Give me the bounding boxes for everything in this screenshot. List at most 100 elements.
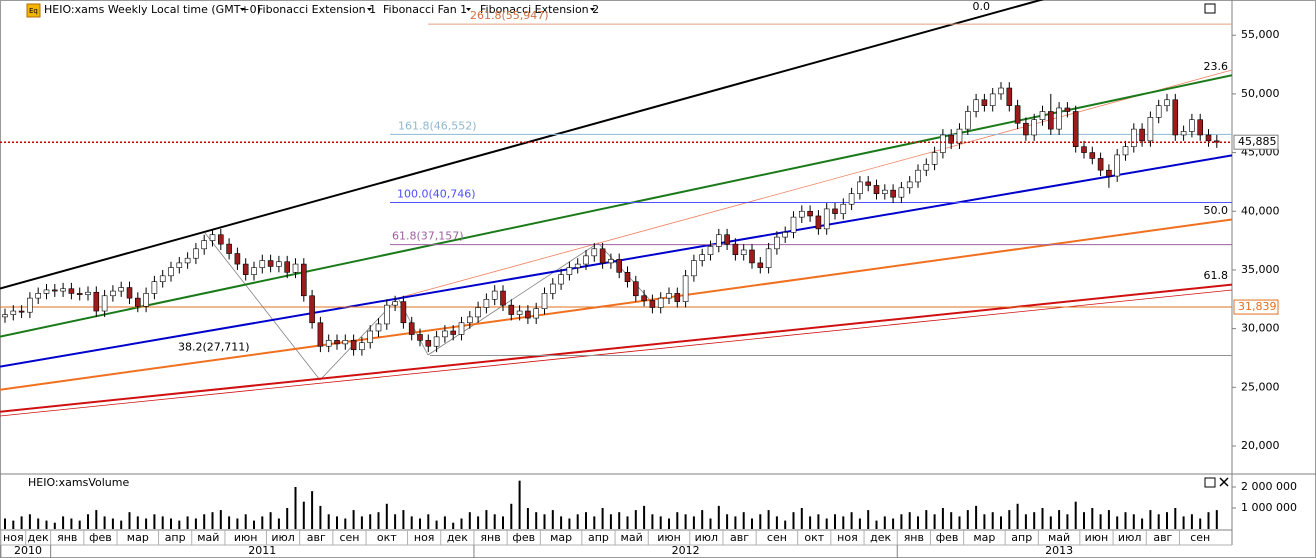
y-tick-label: 30,000 [1241, 322, 1280, 335]
candle-body [425, 340, 432, 347]
candle-body [350, 340, 357, 351]
volume-bar [518, 480, 521, 529]
volume-bar [95, 510, 98, 529]
candle-body [184, 257, 191, 264]
volume-bar [1058, 510, 1061, 529]
month-label: ноя [414, 531, 435, 544]
volume-bar [419, 518, 421, 529]
volume-bar [1091, 507, 1094, 529]
candle-body [948, 134, 955, 144]
month-label: авг [307, 531, 326, 544]
volume-bar [194, 518, 197, 529]
volume-bar [709, 518, 712, 529]
volume-bar [1157, 514, 1160, 529]
candle-body [1106, 169, 1112, 177]
fan-label: 61.8 [1204, 269, 1229, 282]
candle-body [616, 259, 623, 273]
volume-bar [991, 512, 994, 529]
volume-bar [568, 518, 571, 529]
candle-body [193, 248, 199, 259]
volume-bar [609, 514, 612, 529]
y-tick-label: 20,000 [1241, 439, 1280, 452]
candle-body [940, 134, 946, 153]
volume-bar [734, 516, 737, 529]
volume-bar [186, 516, 189, 529]
volume-bar [103, 516, 106, 529]
candle-body [143, 293, 149, 307]
volume-bar [1083, 512, 1085, 529]
candle-body [881, 189, 888, 194]
volume-bar [867, 510, 870, 529]
volume-bar [651, 514, 654, 529]
volume-bar [908, 512, 911, 529]
candle-body [392, 301, 398, 306]
candle-body [433, 336, 440, 347]
candle-body [450, 330, 457, 335]
menu[interactable]: Fibonacci Extension 2 [480, 3, 599, 16]
candle-body [749, 249, 755, 264]
volume-bar [161, 516, 164, 529]
volume-bar [170, 518, 172, 529]
month-label: дек [28, 531, 49, 544]
volume-bar [966, 510, 969, 529]
volume-bar [211, 512, 214, 529]
candle-body [400, 301, 407, 324]
volume-bar [1033, 512, 1036, 529]
month-label: апр [1011, 531, 1032, 544]
volume-bar [925, 510, 928, 529]
candle-body [566, 267, 573, 275]
candle-body [1031, 119, 1037, 136]
volume-bar [510, 503, 513, 529]
candle-body [43, 289, 50, 294]
volume-bar [1116, 516, 1119, 529]
volume-bar [485, 510, 488, 529]
volume-bar [825, 518, 828, 529]
maximize-button[interactable] [1204, 3, 1216, 14]
volume-bar [684, 514, 687, 529]
month-label: янв [480, 531, 500, 544]
year-label: 2012 [672, 544, 700, 557]
volume-bar [70, 518, 73, 529]
volume-bar [1132, 514, 1135, 529]
close-button[interactable] [1219, 477, 1229, 487]
menu[interactable]: Fibonacci Fan 1 [383, 3, 467, 16]
volume-bar [975, 505, 978, 529]
candle-body [649, 300, 656, 308]
volume-bar [535, 512, 538, 529]
fib-label: 161.8(46,552) [398, 119, 477, 132]
candle-body [1189, 119, 1195, 132]
fib-label: 38.2(27,711) [178, 341, 250, 354]
candle-body [483, 298, 490, 308]
volume-bar [842, 516, 845, 529]
volume-bar [1049, 516, 1052, 529]
volume-bar [817, 514, 820, 529]
volume-tick-label: 1 000 000 [1241, 501, 1297, 514]
volume-bar [585, 512, 587, 529]
month-label: сен [767, 531, 787, 544]
volume-bar [78, 520, 81, 529]
volume-bar [659, 516, 662, 529]
maximize-button[interactable] [1204, 477, 1216, 488]
last-price-box [1233, 134, 1279, 150]
candle-body [500, 290, 506, 306]
fan-line [0, 283, 1232, 413]
drawing-decor [0, 69, 1233, 417]
volume-bar [178, 520, 181, 529]
menu[interactable]: Fibonacci Extension 1 [257, 3, 376, 16]
volume-bar [560, 516, 563, 529]
symbol-icon[interactable] [26, 3, 41, 18]
volume-bar [593, 516, 596, 529]
candle-body [101, 295, 108, 312]
candle-body [375, 323, 382, 332]
volume-bar [742, 512, 745, 529]
volume-bar [1182, 516, 1185, 529]
candle-body [242, 263, 249, 275]
volume-bar [983, 514, 986, 529]
volume-bar [302, 501, 305, 529]
candle-body [964, 111, 971, 130]
candle-body [1197, 119, 1203, 136]
volume-bar [28, 514, 31, 529]
volume-bar [784, 520, 787, 529]
candle-body [583, 255, 589, 265]
